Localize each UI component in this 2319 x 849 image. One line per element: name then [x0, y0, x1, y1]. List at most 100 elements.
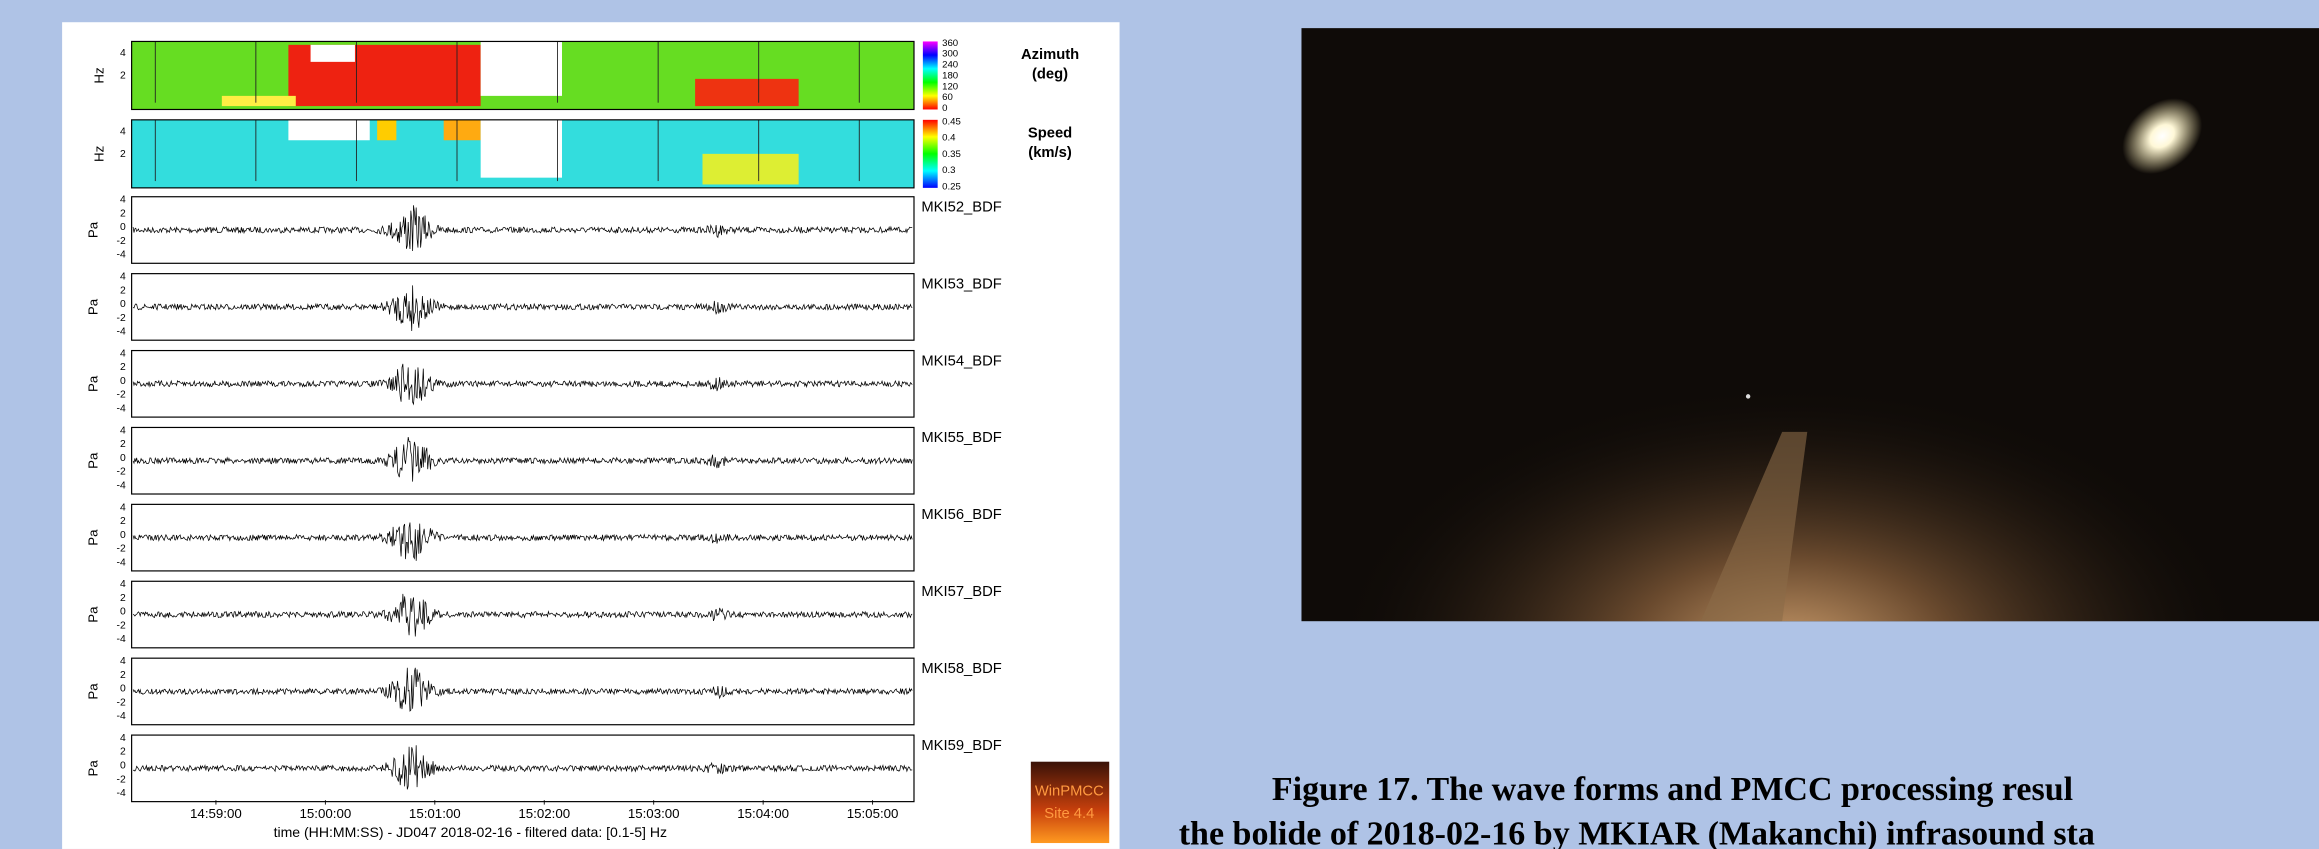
y-label: Pa — [86, 298, 101, 315]
y-tick-label: 4 — [120, 579, 126, 590]
y-label: Pa — [86, 606, 101, 623]
station-label: MKI54_BDF — [921, 353, 1001, 369]
spectrogram-cell — [444, 120, 481, 140]
y-tick-label: 4 — [120, 502, 126, 513]
colorbar-tick-label: 0.45 — [942, 116, 961, 127]
y-tick-label: 2 — [120, 70, 126, 81]
y-tick-label: 4 — [120, 425, 126, 436]
y-label: Pa — [86, 683, 101, 700]
y-tick-label: -2 — [117, 697, 126, 708]
y-tick-label: -2 — [117, 467, 126, 478]
x-tick-label: 15:00:00 — [299, 806, 351, 821]
x-label: time (HH:MM:SS) - JD047 2018-02-16 - fil… — [274, 824, 667, 840]
y-tick-label: -4 — [117, 250, 126, 261]
y-tick-label: 0 — [120, 607, 126, 618]
y-tick-label: -4 — [117, 711, 126, 722]
y-tick-label: 0 — [120, 222, 126, 233]
y-tick-label: 4 — [120, 272, 126, 283]
y-tick-label: 4 — [120, 733, 126, 744]
colorbar-title: Speed — [1028, 126, 1072, 142]
y-tick-label: 0 — [120, 761, 126, 772]
photo — [1301, 28, 2319, 621]
station-label: MKI59_BDF — [921, 738, 1001, 754]
y-tick-label: -2 — [117, 774, 126, 785]
caption-line: the bolide of 2018-02-16 by MKIAR (Makan… — [1179, 816, 2095, 849]
y-tick-label: 0 — [120, 299, 126, 310]
station-label: MKI52_BDF — [921, 200, 1001, 216]
x-tick-label: 15:04:00 — [737, 806, 789, 821]
colorbar-tick-label: 240 — [942, 60, 958, 71]
station-label: MKI56_BDF — [921, 507, 1001, 523]
spectrogram-cell — [481, 41, 562, 95]
x-tick-label: 15:01:00 — [409, 806, 461, 821]
y-tick-label: 4 — [120, 195, 126, 206]
y-tick-label: 0 — [120, 376, 126, 387]
y-tick-label: 4 — [120, 127, 126, 138]
y-tick-label: -4 — [117, 403, 126, 414]
x-tick-label: 15:03:00 — [628, 806, 680, 821]
spectrogram-cell — [222, 96, 296, 106]
x-tick-label: 15:02:00 — [518, 806, 570, 821]
station-label: MKI53_BDF — [921, 276, 1001, 292]
colorbar — [923, 41, 938, 109]
station-label: MKI58_BDF — [921, 661, 1001, 677]
y-tick-label: 2 — [120, 439, 126, 450]
y-tick-label: 0 — [120, 530, 126, 541]
logo-text: WinPMCC — [1035, 784, 1104, 800]
y-tick-label: 2 — [120, 670, 126, 681]
y-tick-label: -4 — [117, 788, 126, 799]
y-tick-label: -4 — [117, 327, 126, 338]
colorbar-tick-label: 0.4 — [942, 133, 956, 144]
logo — [1031, 762, 1109, 843]
colorbar-tick-label: 180 — [942, 70, 958, 81]
y-label: Hz — [92, 67, 107, 83]
colorbar-tick-label: 0 — [942, 103, 947, 114]
y-tick-label: 2 — [120, 516, 126, 527]
y-tick-label: -2 — [117, 313, 126, 324]
y-label: Pa — [86, 529, 101, 546]
y-tick-label: 4 — [120, 48, 126, 59]
y-tick-label: 0 — [120, 684, 126, 695]
y-tick-label: 2 — [120, 149, 126, 160]
y-tick-label: -2 — [117, 390, 126, 401]
spectrogram-cell — [695, 79, 799, 106]
y-tick-label: 2 — [120, 593, 126, 604]
colorbar-unit: (km/s) — [1028, 145, 1072, 161]
y-tick-label: 2 — [120, 362, 126, 373]
spectrogram-cell — [703, 154, 799, 185]
colorbar-title: Azimuth — [1021, 47, 1079, 63]
spectrogram-cell — [311, 45, 355, 62]
colorbar-tick-label: 120 — [942, 81, 958, 92]
y-tick-label: 2 — [120, 285, 126, 296]
colorbar-unit: (deg) — [1032, 66, 1068, 82]
y-label: Hz — [92, 146, 107, 162]
y-tick-label: 2 — [120, 747, 126, 758]
y-label: Pa — [86, 375, 101, 392]
y-label: Pa — [86, 760, 101, 777]
colorbar-tick-label: 360 — [942, 38, 958, 49]
colorbar-tick-label: 0.35 — [942, 149, 961, 160]
logo-text: Site 4.4 — [1044, 806, 1094, 822]
colorbar — [923, 120, 938, 188]
y-tick-label: -4 — [117, 634, 126, 645]
y-tick-label: -4 — [117, 480, 126, 491]
y-label: Pa — [86, 221, 101, 238]
y-tick-label: -2 — [117, 236, 126, 247]
y-label: Pa — [86, 452, 101, 469]
colorbar-tick-label: 0.3 — [942, 165, 955, 176]
colorbar-tick-label: 300 — [942, 49, 958, 60]
y-tick-label: 4 — [120, 348, 126, 359]
y-tick-label: 0 — [120, 453, 126, 464]
y-tick-label: -4 — [117, 557, 126, 568]
colorbar-tick-label: 0.25 — [942, 181, 961, 192]
station-label: MKI57_BDF — [921, 584, 1001, 600]
y-tick-label: -2 — [117, 544, 126, 555]
y-tick-label: -2 — [117, 620, 126, 631]
colorbar-tick-label: 60 — [942, 92, 953, 103]
spectrogram-cell — [377, 120, 396, 140]
x-tick-label: 15:05:00 — [847, 806, 899, 821]
spectrogram-cell — [481, 120, 562, 178]
page: {"figure": { "spectrogram_panels": [ {"l… — [0, 0, 2319, 849]
caption-line: Figure 17. The wave forms and PMCC proce… — [1272, 771, 2073, 808]
y-tick-label: 2 — [120, 208, 126, 219]
